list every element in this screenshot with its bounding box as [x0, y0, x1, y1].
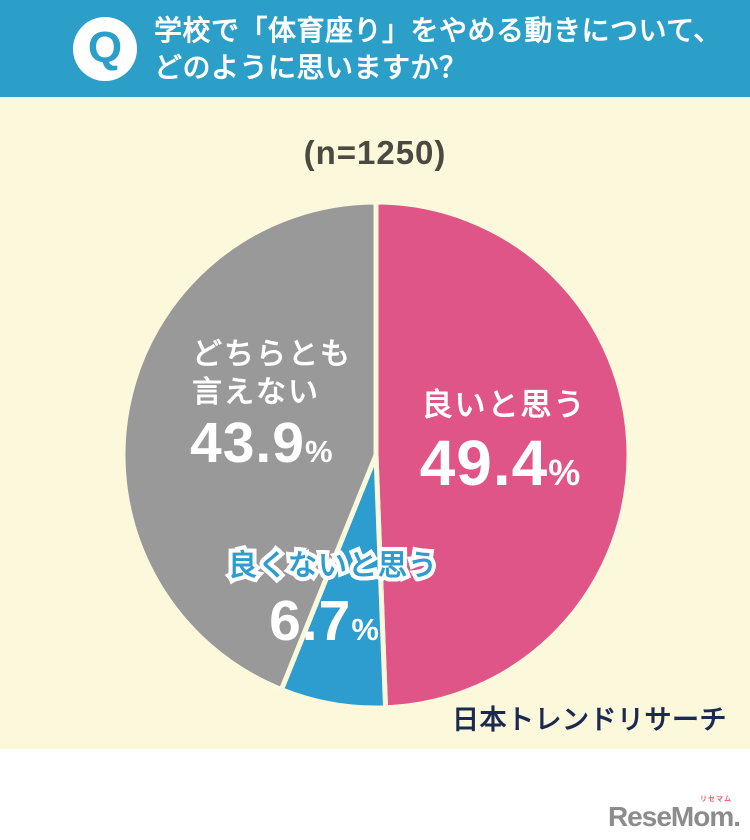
question-text: 学校で「体育座り」をやめる動きについて、 どのように思いますか？ — [154, 12, 722, 86]
pie-label-neutral-line-1: どちらとも — [192, 338, 352, 371]
footer-bar: リセマム ReseMom. — [0, 749, 750, 840]
resemom-logo-ruby: リセマム — [700, 796, 732, 803]
pie-slice-2 — [120, 199, 379, 693]
pie-value-neutral: 43.9 % — [190, 410, 333, 476]
pie-value-good-number: 49.4 — [419, 427, 549, 499]
question-line-1: 学校で「体育座り」をやめる動きについて、 — [154, 14, 722, 46]
pie-value-good: 49.4 % — [420, 426, 581, 500]
pie-slice-0 — [373, 199, 632, 711]
resemom-logo-text: ReseMom. — [607, 801, 741, 832]
pie-label-neutral-line-2: 言えない — [192, 376, 320, 409]
pie-value-neutral-percent: % — [304, 434, 333, 469]
pie-value-bad-number: 6.7 — [269, 589, 352, 653]
pie-label-bad-outline: 良くないと思う — [224, 546, 441, 586]
question-badge-letter: Q — [87, 22, 123, 72]
pie-label-neutral: どちらとも 言えない — [192, 336, 352, 412]
question-line-2: どのように思いますか？ — [154, 51, 468, 83]
pie-label-bad-text: 良くないと思う — [227, 550, 439, 582]
resemom-logo: リセマム ReseMom. — [607, 796, 741, 833]
pie-label-good: 良いと思う — [421, 387, 587, 423]
sample-size-note: (n=1250) — [303, 134, 447, 171]
question-badge: Q — [73, 16, 137, 81]
question-header-bar: Q 学校で「体育座り」をやめる動きについて、 どのように思いますか？ — [0, 0, 750, 97]
pie-value-good-percent: % — [548, 452, 581, 493]
pie-value-bad-percent: % — [351, 612, 379, 647]
pie-value-bad: 6.7 % — [269, 588, 379, 654]
pie-label-bad: 良くないと思う 良くないと思う — [224, 546, 543, 605]
source-credit: 日本トレンドリサーチ — [452, 705, 727, 735]
pie-value-neutral-number: 43.9 — [190, 411, 305, 475]
